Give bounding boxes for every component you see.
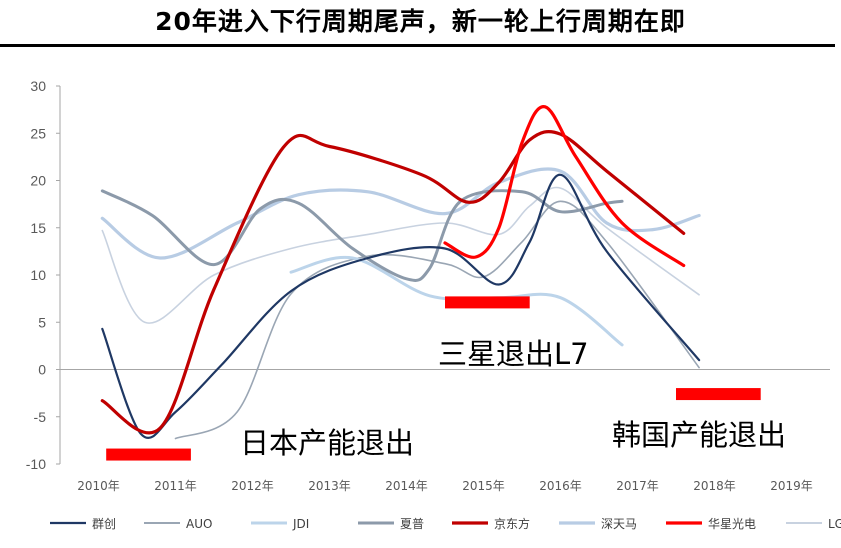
y-tick-label: -10 <box>26 456 46 472</box>
series-line-5 <box>100 129 686 435</box>
annotation-label: 日本产能退出 <box>240 426 414 460</box>
title-underline <box>0 44 835 47</box>
y-tick-label: -5 <box>34 409 47 425</box>
x-tick-label: 2016年 <box>539 479 582 493</box>
y-tick-label: 5 <box>38 314 46 330</box>
legend-label: 京东方 <box>494 516 530 531</box>
y-tick-label: 20 <box>30 173 46 189</box>
x-tick-label: 2015年 <box>462 479 505 493</box>
legend-label: LGD <box>828 517 841 531</box>
y-tick-label: 25 <box>30 125 46 141</box>
series-line-6 <box>100 167 701 260</box>
legend-label: AUO <box>186 517 212 531</box>
annotation-label: 三星退出L7 <box>438 337 589 371</box>
series-line-2 <box>174 200 700 440</box>
x-tick-label: 2010年 <box>77 479 120 493</box>
x-tick-label: 2017年 <box>616 479 659 493</box>
chart-title: 20年进入下行周期尾声，新一轮上行周期在即 <box>155 7 686 36</box>
legend-label: 夏普 <box>400 517 424 531</box>
series-line-8 <box>101 186 700 324</box>
chart-axes: 30 25 20 15 10 5 0 -5 -10 2010年 2011年 2012年 2013年 201… <box>26 78 830 493</box>
y-tick-label: 30 <box>30 78 46 94</box>
series-line-1 <box>101 173 701 439</box>
chart-series-lines <box>100 105 701 440</box>
y-tick-label: 0 <box>38 362 46 378</box>
x-tick-label: 2019年 <box>770 479 813 493</box>
chart-annotations: 日本产能退出 三星退出L7 韩国产能退出 <box>106 296 786 461</box>
y-tick-label: 15 <box>30 220 46 236</box>
annotation-bar <box>676 388 761 401</box>
legend-label: 群创 <box>92 517 116 531</box>
x-tick-label: 2018年 <box>693 479 736 493</box>
legend-label: JDI <box>292 517 309 531</box>
x-tick-label: 2014年 <box>385 479 428 493</box>
chart-legend: 群创 AUO JDI 夏普 京东方 深天马 华星光电 LGD <box>50 516 841 531</box>
x-tick-label: 2013年 <box>308 479 351 493</box>
annotation-bar <box>445 296 530 309</box>
legend-label: 华星光电 <box>708 517 756 531</box>
x-tick-label: 2011年 <box>154 479 197 493</box>
x-tick-label: 2012年 <box>231 479 274 493</box>
series-line-7 <box>443 105 686 268</box>
annotation-bar <box>106 448 191 461</box>
y-tick-label: 10 <box>30 267 46 283</box>
annotation-label: 韩国产能退出 <box>612 418 786 452</box>
series-line-4 <box>100 189 624 282</box>
legend-label: 深天马 <box>601 517 637 531</box>
